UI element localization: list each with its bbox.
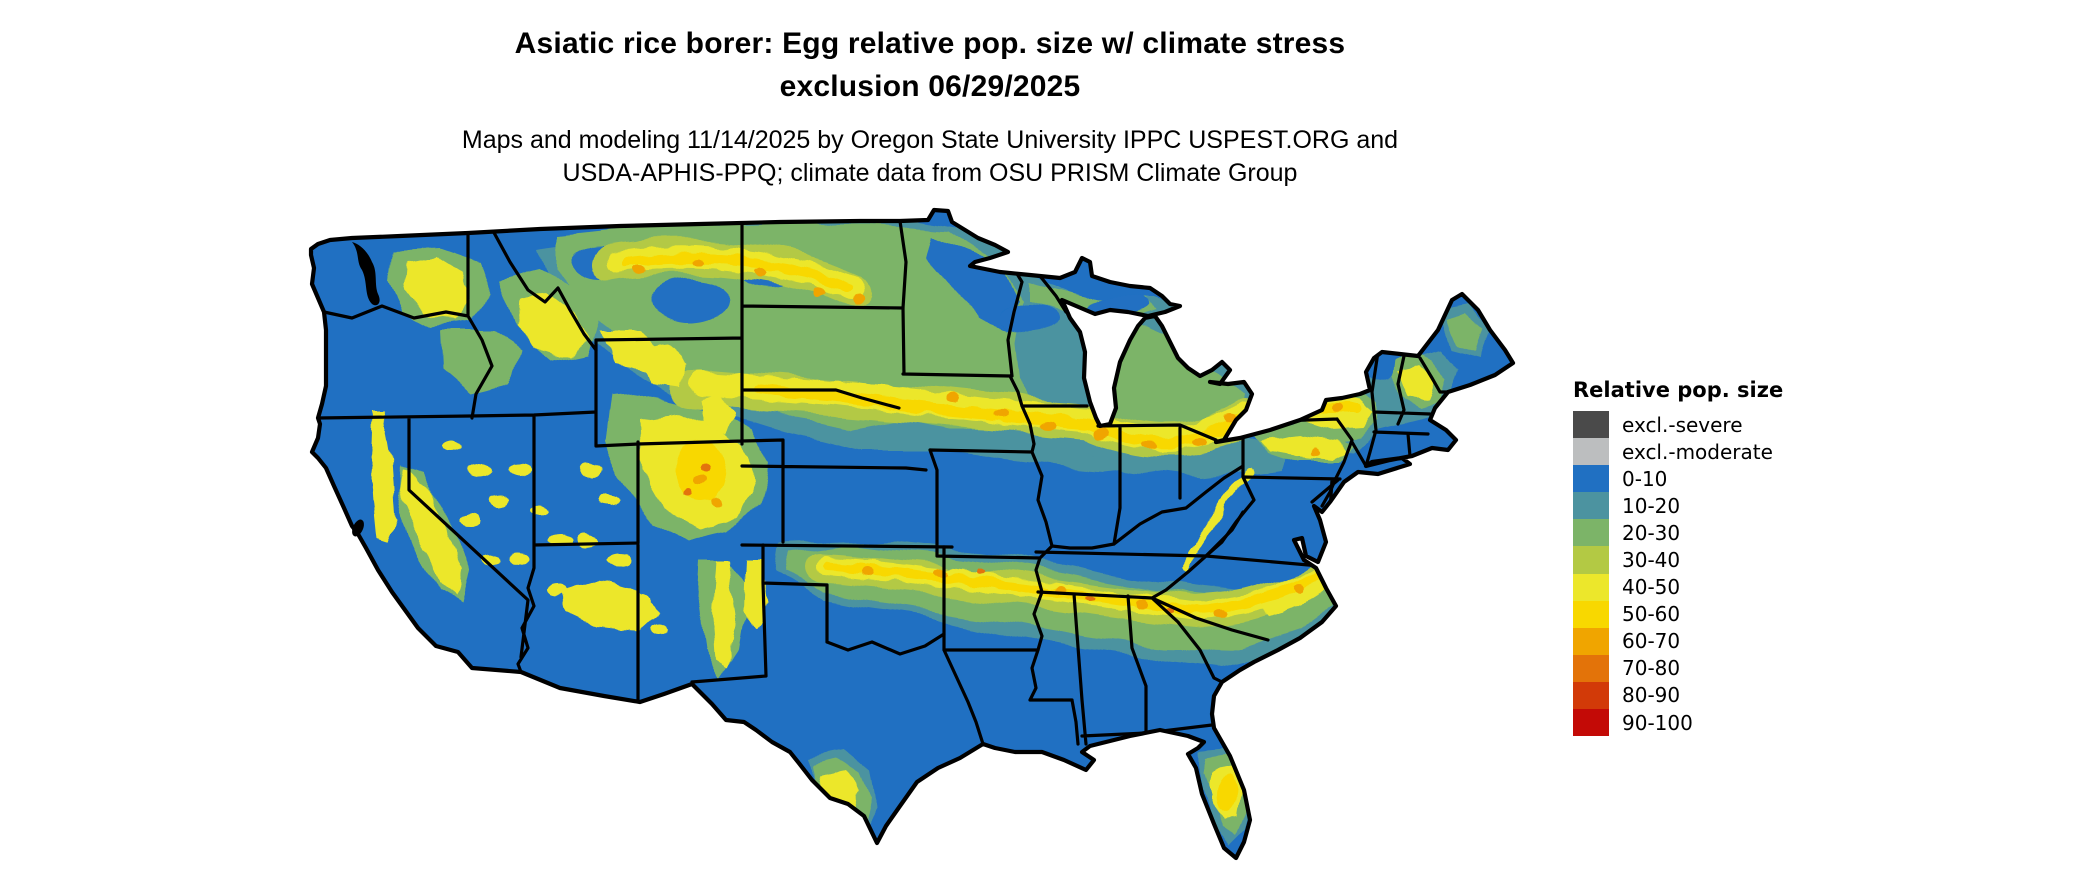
legend-row: 10-20: [1573, 492, 1893, 520]
legend-label: 60-70: [1622, 629, 1681, 654]
legend-row: excl.-moderate: [1573, 438, 1893, 466]
legend-swatch: [1573, 411, 1609, 439]
legend-label: 70-80: [1622, 656, 1681, 681]
legend-swatch: [1573, 573, 1609, 601]
map-subtitle-line2: USDA-APHIS-PPQ; climate data from OSU PR…: [562, 159, 1298, 187]
legend-swatch: [1573, 492, 1609, 520]
legend-row: 80-90: [1573, 681, 1893, 710]
legend-row: 50-60: [1573, 600, 1893, 628]
legend-row: excl.-severe: [1573, 411, 1893, 439]
subtitle-block: Maps and modeling 11/14/2025 by Oregon S…: [0, 124, 1860, 190]
legend-row: 30-40: [1573, 546, 1893, 574]
legend-row: 90-100: [1573, 709, 1893, 737]
legend-row: 60-70: [1573, 627, 1893, 655]
legend-label: 30-40: [1622, 548, 1681, 573]
legend-items: excl.-severe excl.-moderate 0-10 10-20 20-30…: [1573, 411, 1893, 737]
legend-swatch: [1573, 709, 1609, 737]
legend: Relative pop. size excl.-severe excl.-mod…: [1573, 378, 1893, 737]
us-outline: [308, 207, 1516, 861]
legend-row: 40-50: [1573, 573, 1893, 601]
legend-label: 50-60: [1622, 602, 1681, 627]
legend-row: 70-80: [1573, 654, 1893, 682]
legend-swatch: [1573, 654, 1609, 682]
legend-label: 10-20: [1622, 493, 1681, 518]
legend-row: 0-10: [1573, 465, 1893, 493]
sf-bay: [352, 519, 364, 537]
map-subtitle-line1: Maps and modeling 11/14/2025 by Oregon S…: [461, 126, 1399, 154]
legend-label: 40-50: [1622, 575, 1681, 600]
map-title-line2: exclusion 06/29/2025: [779, 70, 1081, 103]
legend-label: excl.-moderate: [1622, 439, 1773, 464]
legend-swatch: [1573, 681, 1609, 710]
puget-sound: [352, 242, 380, 306]
legend-swatch: [1573, 600, 1609, 628]
legend-label: excl.-severe: [1622, 412, 1743, 437]
legend-label: 80-90: [1622, 683, 1681, 708]
legend-row: 20-30: [1573, 519, 1893, 547]
state-borders: [316, 219, 1450, 746]
legend-swatch: [1573, 627, 1609, 655]
legend-label: 0-10: [1622, 466, 1668, 491]
map-title-line1: Asiatic rice borer: Egg relative pop. si…: [514, 27, 1346, 60]
legend-title: Relative pop. size: [1573, 378, 1784, 402]
legend-swatch: [1573, 519, 1609, 547]
legend-swatch: [1573, 465, 1609, 493]
legend-label: 20-30: [1622, 520, 1681, 545]
us-land: [311, 210, 1513, 858]
legend-swatch: [1573, 546, 1609, 574]
title-block: Asiatic rice borer: Egg relative pop. si…: [0, 22, 1860, 190]
legend-label: 90-100: [1622, 710, 1693, 735]
legend-swatch: [1573, 438, 1609, 466]
